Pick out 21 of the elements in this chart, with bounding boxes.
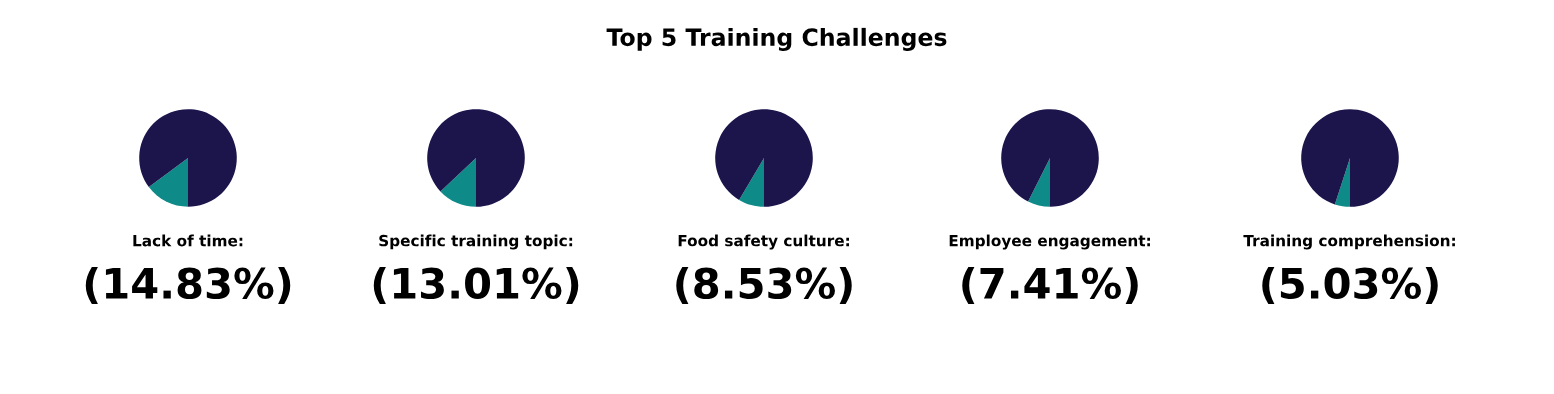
text: Lack of time: [133,234,243,247]
text: Training comprehension: [1243,234,1455,250]
text: Employee engagement: [949,234,1150,250]
pie-slice [139,109,237,207]
data-label: (7.41%) [962,266,1138,304]
pie-slice [739,158,764,207]
pie-slice [148,158,188,207]
text: Food safety culture: [678,234,849,250]
pie-slice [427,109,525,207]
pie-slice [1001,109,1099,207]
pie-slice [715,109,813,207]
text: Top 5 Training Challenges [606,27,947,51]
data-label: (13.01%) [373,266,579,304]
pie-slice [1334,158,1350,207]
data-label: (5.03%) [1262,266,1438,304]
data-label: (14.83%) [85,266,291,304]
pie-slice [440,158,476,207]
pie-slice [1028,158,1050,207]
text: Specific training topic: [379,234,573,250]
pie-slice [1301,109,1399,207]
data-label: (8.53%) [676,266,852,304]
